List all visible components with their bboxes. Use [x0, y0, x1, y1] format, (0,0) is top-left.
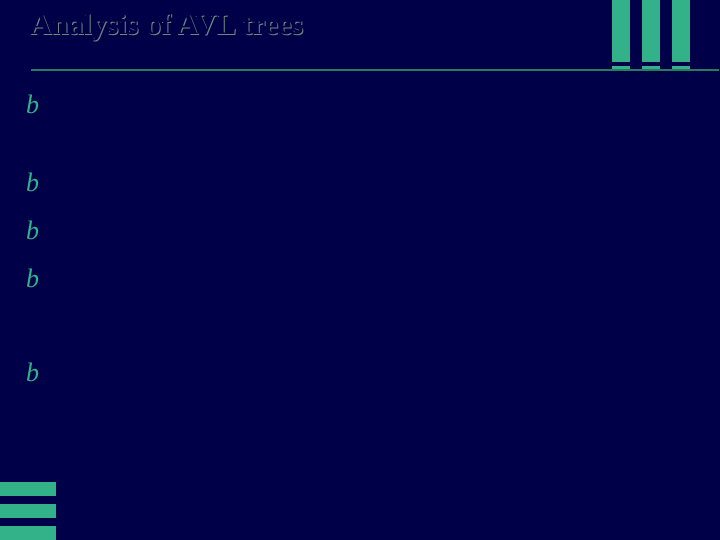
recurrence-box: N(h-1) + N(h-2) ≤ N(h) — [341, 90, 533, 116]
bullet-text: Deletion is more complicated but is also… — [54, 216, 467, 242]
emph: red-black trees — [184, 360, 306, 382]
text: ) — [460, 218, 467, 240]
text: n + 0.1 for large — [263, 121, 409, 143]
slide: Analysis of AVL trees b h ≤ 1.4404 log2 … — [0, 0, 720, 540]
bullet-icon: b — [26, 360, 54, 386]
bullet-icon: b — [26, 170, 54, 196]
bullet-text: h ≤ 1.4404 log2 (n + 2) - 1.3277 N(h-1) … — [54, 90, 590, 148]
text: complexity — [92, 316, 185, 342]
text: Search and insertion are O(log — [54, 170, 320, 192]
text: Deletion is more complicated but is also… — [54, 218, 449, 240]
bullet-2: b Search and insertion are O(log n) — [26, 168, 704, 196]
decor-bar — [672, 0, 690, 70]
copyright: Copyright © 2007 Pearson Addison-Wesley.… — [70, 518, 275, 527]
text: frequent rotations — [92, 290, 246, 316]
var-n: n — [409, 121, 420, 143]
text: A similar idea: — [54, 360, 184, 382]
decor-bar — [0, 482, 56, 496]
text: (found empirically) — [420, 121, 590, 143]
decor-bar — [642, 0, 660, 70]
bullet-text: Disadvantages: • frequent rotations • co… — [54, 264, 246, 342]
bullet-5: b A similar idea: red-black trees (heigh… — [26, 358, 704, 410]
bullet-icon: b — [26, 92, 54, 118]
title-area: Analysis of AVL trees — [30, 8, 560, 42]
text: ) — [332, 170, 339, 192]
text: Disadvantages: — [54, 266, 184, 288]
decor-bar — [612, 0, 630, 70]
decor-bar — [0, 526, 56, 540]
bullet-icon: b — [26, 218, 54, 244]
footer: Copyright © 2007 Pearson Addison-Wesley.… — [70, 514, 704, 530]
var-h: h ≤ 1.4404 log — [54, 92, 172, 114]
bullet-3: b Deletion is more complicated but is al… — [26, 216, 704, 244]
decor-stripes-bottom — [0, 482, 56, 540]
decor-bar — [0, 504, 56, 518]
var-n: n — [320, 170, 331, 192]
slide-title: Analysis of AVL trees — [30, 8, 560, 42]
text: (n + 2) - 1.3277 — [178, 92, 316, 114]
bullet-icon: b — [26, 266, 54, 292]
page-number: 6-21 — [678, 514, 704, 530]
sub-bullet-icon: • — [74, 316, 92, 342]
sub-bullet: • frequent rotations — [74, 290, 246, 316]
var-n: n — [449, 218, 460, 240]
bullet-text: A similar idea: red-black trees (height … — [54, 358, 704, 410]
bullet-1: b h ≤ 1.4404 log2 (n + 2) - 1.3277 N(h-1… — [26, 90, 704, 148]
bullet-4: b Disadvantages: • frequent rotations • … — [26, 264, 704, 342]
text: average height: 1.01 log — [54, 121, 256, 143]
text: ed., Ch. 6 — [584, 517, 621, 527]
bullet-text: Search and insertion are O(log n) — [54, 168, 338, 194]
title-underline — [30, 62, 720, 66]
content-area: b h ≤ 1.4404 log2 (n + 2) - 1.3277 N(h-1… — [26, 90, 704, 430]
sub-bullet: • complexity — [74, 316, 246, 342]
decor-stripes-top — [612, 0, 690, 70]
text: A. Levitin "Introduction to the Design &… — [333, 517, 578, 527]
sub-bullet-icon: • — [74, 290, 92, 316]
footer-citation: A. Levitin "Introduction to the Design &… — [333, 517, 621, 527]
